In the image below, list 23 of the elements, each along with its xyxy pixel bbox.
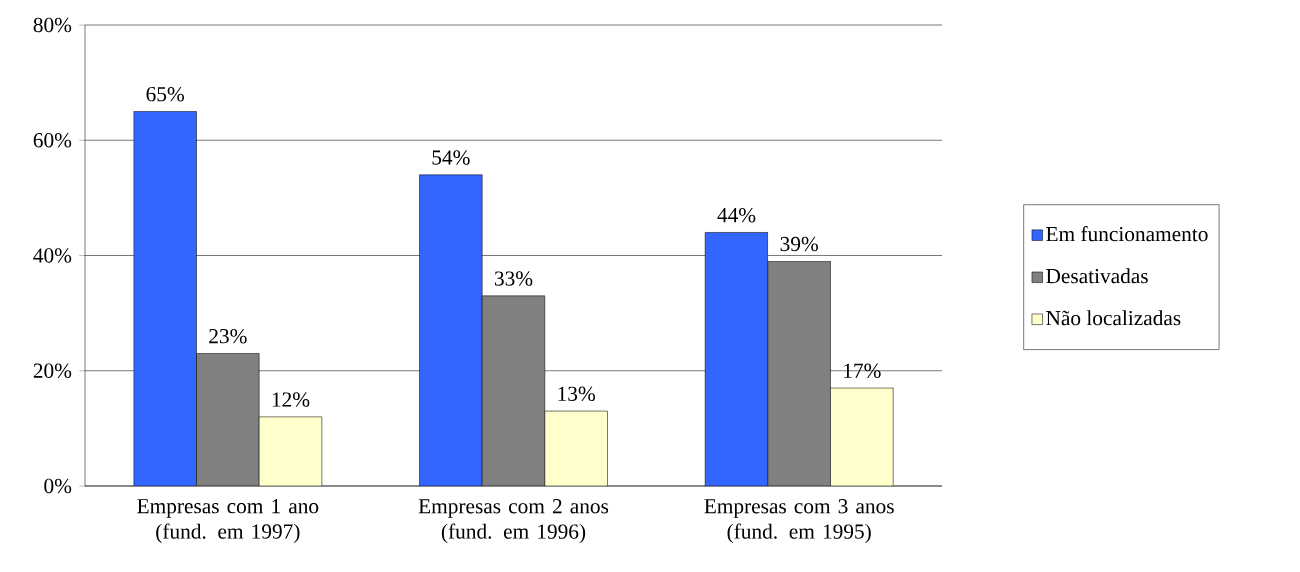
data-label: 13%: [558, 386, 595, 402]
y-tick-label: 40%: [33, 248, 72, 263]
y-tick-label: 80%: [33, 17, 72, 33]
legend-label: Em funcionamento: [1046, 226, 1208, 242]
y-tick-label: 0%: [44, 478, 72, 494]
data-label: 65%: [146, 86, 184, 102]
legend-label: Não localizadas: [1046, 310, 1181, 326]
x-tick-label: Empresas com 3 anos (fund. em 1995): [704, 499, 894, 544]
legend-label: Desativadas: [1046, 268, 1148, 284]
x-tick-label: Empresas com 1 ano (fund. em 1997): [137, 499, 319, 544]
data-label: 39%: [780, 236, 818, 252]
data-label: 54%: [432, 150, 470, 165]
y-tick-label: 20%: [33, 363, 72, 378]
data-label: 17%: [844, 363, 881, 378]
bar: [704, 232, 769, 486]
data-label: 44%: [717, 207, 756, 223]
x-tick-label: Empresas com 2 anos (fund. em 1996): [418, 499, 609, 544]
data-label: 33%: [494, 271, 533, 286]
bar: [133, 111, 197, 486]
bar: [419, 174, 483, 486]
data-label: 23%: [209, 328, 247, 344]
y-tick-label: 60%: [33, 133, 72, 148]
data-label: 12%: [272, 392, 310, 407]
